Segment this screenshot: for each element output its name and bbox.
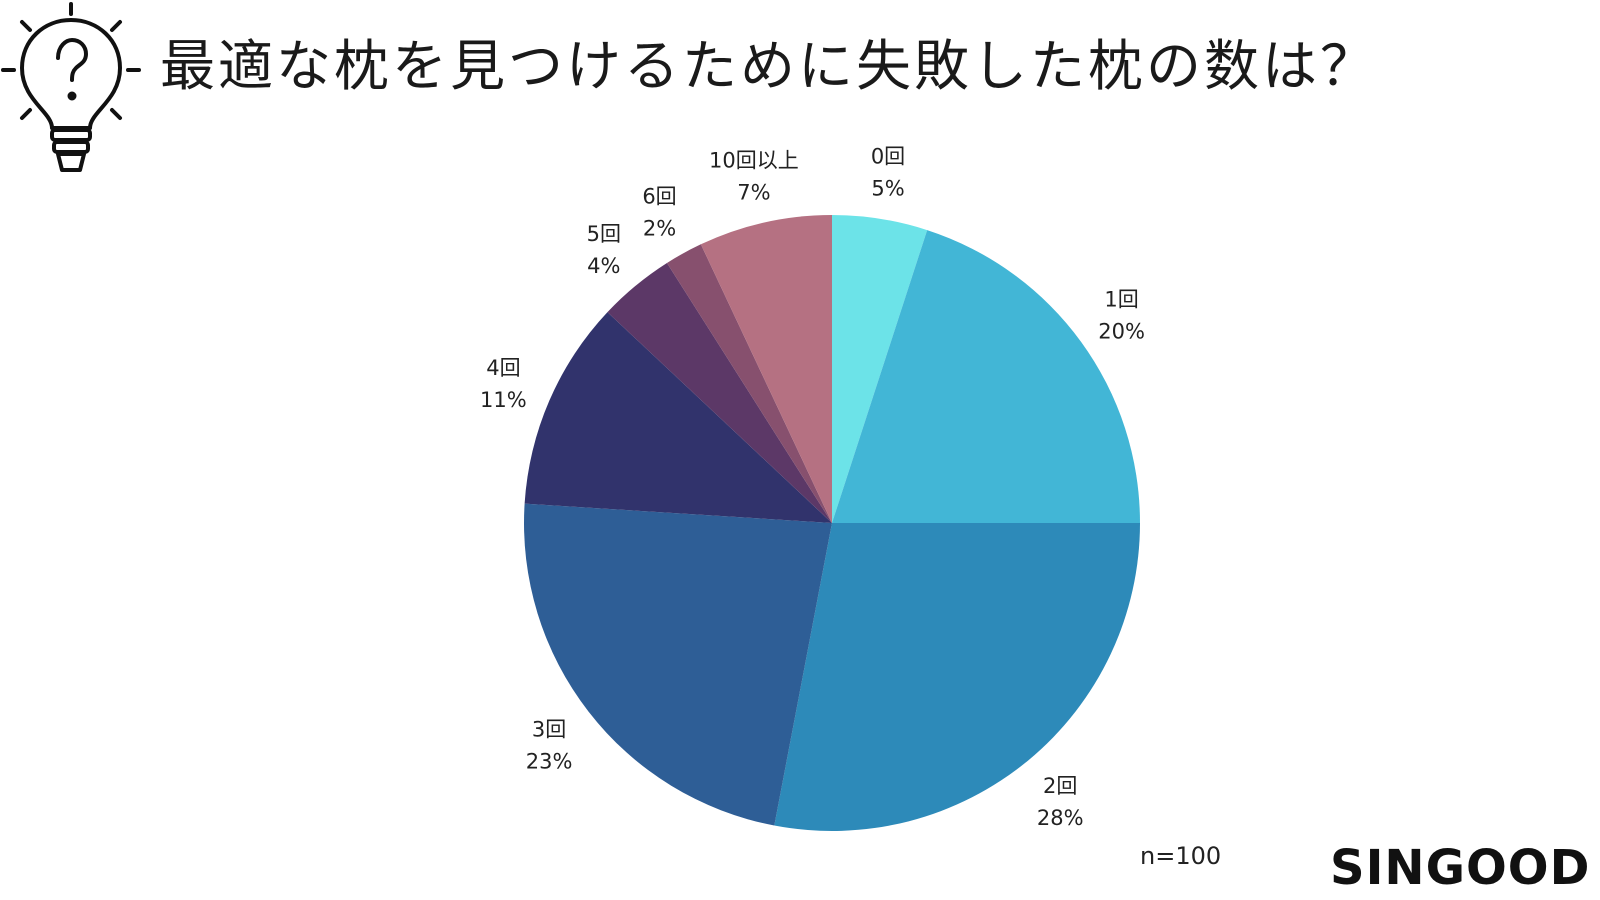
slice-percent-7: 7%: [737, 181, 770, 205]
slice-label-6: 6回 2%: [642, 184, 676, 240]
pie-slice-4: [524, 312, 832, 523]
slice-percent-5: 4%: [587, 254, 620, 278]
slice-percent-4: 11%: [480, 388, 527, 412]
slice-percent-1: 20%: [1098, 320, 1145, 344]
slice-category-4: 4回: [486, 356, 520, 380]
slice-label-1: 1回 20%: [1098, 288, 1145, 344]
header: 最適な枕を見つけるために失敗した枕の数は？: [0, 0, 1600, 190]
slice-label-0: 0回 5%: [871, 144, 905, 200]
pie-slice-2: [774, 523, 1140, 831]
slice-category-1: 1回: [1104, 288, 1138, 312]
pie-slice-0: [832, 214, 928, 523]
slice-label-5: 5回 4%: [587, 222, 621, 278]
sample-size-note: n=100: [1140, 842, 1222, 870]
slice-category-0: 0回: [871, 144, 905, 168]
pie-slices: [524, 214, 1140, 831]
brand-logo: SINGOOD: [1330, 840, 1591, 896]
slice-label-3: 3回 23%: [526, 717, 573, 773]
slice-percent-0: 5%: [871, 176, 904, 200]
pie-slice-5: [607, 262, 832, 523]
slice-category-2: 2回: [1043, 774, 1077, 798]
pie-labels: 0回 5%1回 20%2回 28%3回 23%4回 11%5回 4%6回 2%10回以上 7%: [480, 144, 1145, 829]
slice-category-7: 10回以上: [709, 149, 799, 173]
page-title: 最適な枕を見つけるために失敗した枕の数は？: [160, 34, 1379, 98]
slice-category-6: 6回: [642, 184, 676, 208]
slice-category-3: 3回: [532, 717, 566, 741]
pie-slice-1: [832, 230, 1140, 523]
pie-slice-7: [700, 214, 832, 523]
slice-percent-3: 23%: [526, 749, 573, 773]
lightbulb-question-icon: [1, 2, 141, 172]
slice-percent-2: 28%: [1037, 806, 1084, 830]
slice-label-4: 4回 11%: [480, 356, 527, 412]
slice-category-5: 5回: [587, 222, 621, 246]
slice-label-7: 10回以上 7%: [709, 149, 799, 205]
slice-label-2: 2回 28%: [1037, 774, 1084, 830]
pie-slice-3: [524, 503, 832, 826]
pie-slice-6: [666, 244, 832, 523]
slice-percent-6: 2%: [643, 216, 676, 240]
